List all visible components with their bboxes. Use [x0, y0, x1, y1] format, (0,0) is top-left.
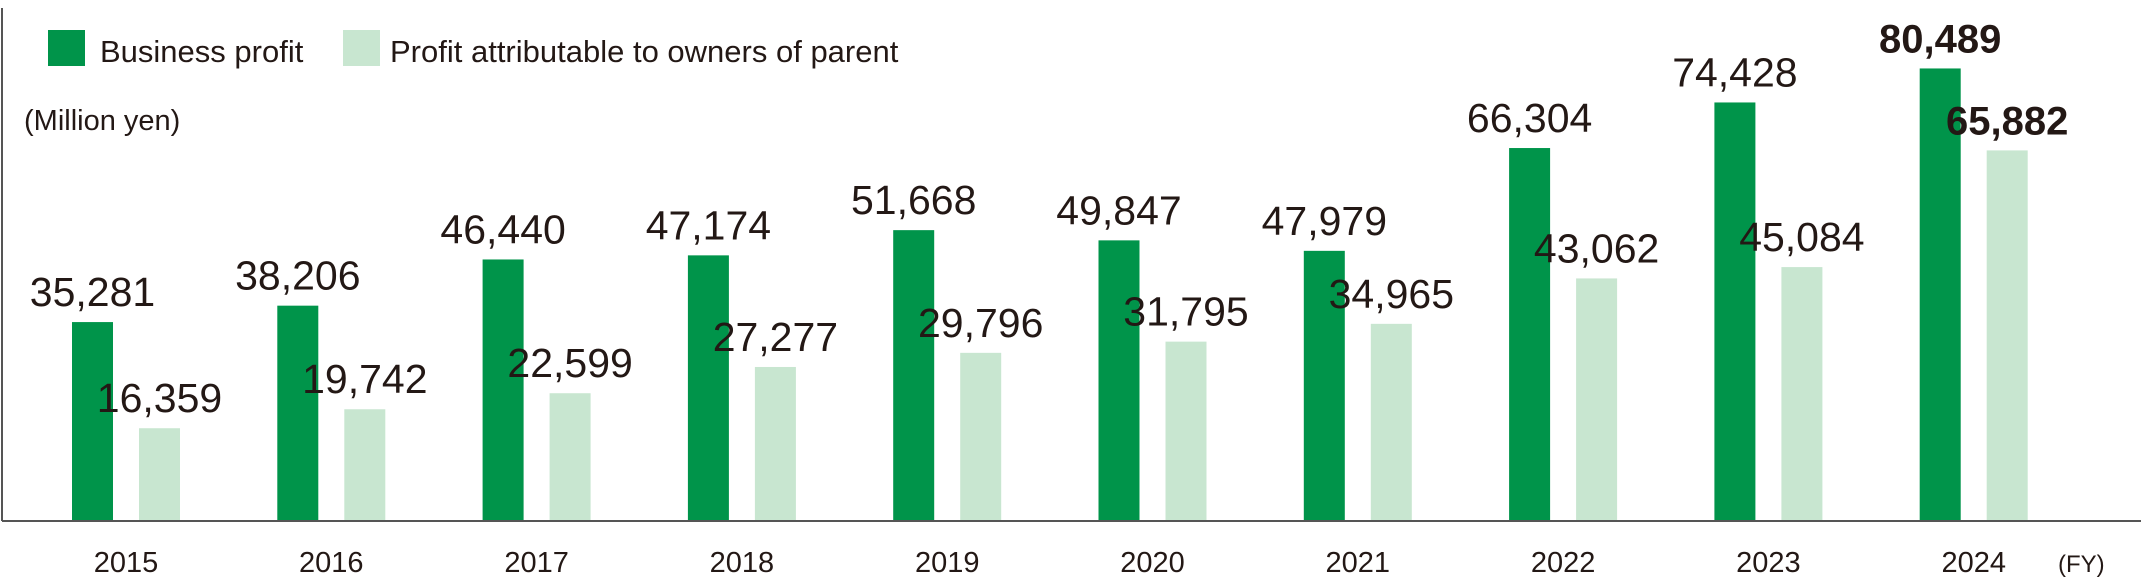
bar-profit-attributable-2019 — [960, 352, 1002, 520]
data-label-profit-attributable-2019: 29,796 — [918, 300, 1043, 346]
bar-business-profit-2022 — [1509, 148, 1551, 521]
legend-label-profit-attributable: Profit attributable to owners of parent — [390, 34, 899, 69]
bar-profit-attributable-2024 — [1986, 150, 2028, 520]
data-label-business-profit-2018: 47,174 — [646, 202, 771, 248]
bar-business-profit-2024 — [1919, 68, 1961, 520]
bars-group: 35,281 16,359 2015 38,206 19,742 2016 46,440 22… — [30, 17, 2069, 579]
bar-profit-attributable-2018 — [754, 366, 796, 520]
x-tick-label-2024: 2024 — [1941, 547, 2006, 579]
legend: Business profit Profit attributable to o… — [48, 30, 899, 69]
data-label-profit-attributable-2021: 34,965 — [1329, 271, 1454, 317]
data-label-business-profit-2024: 80,489 — [1879, 17, 2001, 61]
data-label-profit-attributable-2015: 16,359 — [97, 375, 222, 421]
legend-swatch-profit-attributable — [343, 30, 380, 66]
x-tick-label-2017: 2017 — [504, 547, 569, 579]
bar-profit-attributable-2017 — [549, 393, 591, 520]
x-tick-label-2022: 2022 — [1531, 547, 1596, 579]
unit-label: (Million yen) — [24, 105, 180, 137]
x-tick-label-2020: 2020 — [1120, 547, 1185, 579]
bar-business-profit-2021 — [1303, 250, 1345, 520]
bar-business-profit-2023 — [1714, 102, 1756, 520]
data-label-business-profit-2023: 74,428 — [1672, 49, 1797, 95]
bar-business-profit-2020 — [1098, 240, 1140, 520]
x-tick-label-2019: 2019 — [915, 547, 980, 579]
data-label-business-profit-2022: 66,304 — [1467, 95, 1592, 141]
bar-business-profit-2016 — [277, 305, 319, 520]
data-label-profit-attributable-2023: 45,084 — [1739, 214, 1864, 260]
x-tick-label-2016: 2016 — [299, 547, 364, 579]
legend-label-business-profit: Business profit — [100, 34, 304, 69]
x-tick-label-2021: 2021 — [1326, 547, 1391, 579]
bar-profit-attributable-2015 — [139, 428, 180, 520]
legend-swatch-business-profit — [48, 30, 85, 66]
bar-profit-attributable-2020 — [1165, 341, 1207, 520]
x-tick-label-2018: 2018 — [710, 547, 775, 579]
data-label-business-profit-2021: 47,979 — [1262, 198, 1387, 244]
bar-business-profit-2019 — [893, 230, 935, 520]
data-label-business-profit-2020: 49,847 — [1056, 187, 1181, 233]
bar-business-profit-2015 — [72, 322, 113, 520]
data-label-profit-attributable-2020: 31,795 — [1123, 289, 1248, 335]
data-label-profit-attributable-2018: 27,277 — [713, 314, 838, 360]
data-label-business-profit-2019: 51,668 — [851, 177, 976, 223]
bar-profit-attributable-2016 — [344, 409, 386, 520]
bar-profit-attributable-2022 — [1576, 278, 1618, 520]
bar-business-profit-2017 — [482, 259, 524, 520]
bar-profit-attributable-2023 — [1781, 267, 1823, 520]
bar-business-profit-2018 — [687, 255, 729, 520]
x-tick-label-2023: 2023 — [1736, 547, 1801, 579]
data-label-profit-attributable-2022: 43,062 — [1534, 225, 1659, 271]
data-label-profit-attributable-2017: 22,599 — [507, 340, 632, 386]
x-axis-label: (FY) — [2058, 551, 2105, 578]
data-label-profit-attributable-2024: 65,882 — [1946, 99, 2068, 143]
data-label-business-profit-2016: 38,206 — [235, 253, 360, 299]
x-tick-label-2015: 2015 — [94, 547, 159, 579]
data-label-business-profit-2017: 46,440 — [440, 206, 565, 252]
bar-profit-attributable-2021 — [1370, 323, 1412, 520]
data-label-business-profit-2015: 35,281 — [30, 269, 155, 315]
data-label-profit-attributable-2016: 19,742 — [302, 356, 427, 402]
